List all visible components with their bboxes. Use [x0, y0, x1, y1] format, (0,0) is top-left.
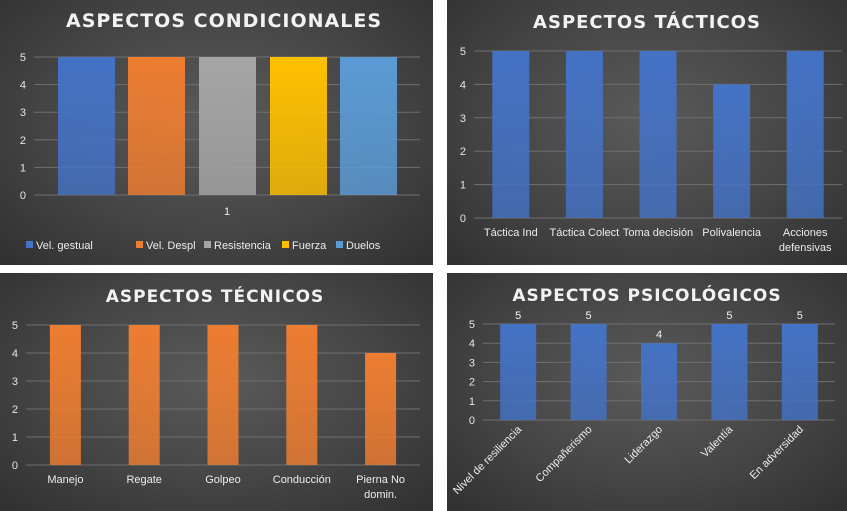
- bar-duelos: [340, 57, 397, 195]
- x-category-label: Pierna No domin.: [356, 474, 405, 501]
- data-label: 5: [586, 310, 592, 322]
- x-category-label: Compañerismo: [533, 424, 594, 485]
- x-category-label: Polivalencia: [702, 227, 762, 239]
- legend-swatch: [282, 241, 289, 248]
- data-label: 5: [726, 310, 732, 322]
- chart-title: ASPECTOS PSICOLÓGICOS: [512, 284, 781, 306]
- y-tick-label: 0: [12, 460, 18, 472]
- legend-label: Vel. Despl: [146, 240, 196, 252]
- y-tick-label: 5: [460, 46, 466, 58]
- x-category-label: Táctica Ind: [484, 227, 538, 239]
- x-category-label: Toma decisión: [623, 227, 693, 239]
- bar: [565, 51, 603, 218]
- legend-label: Vel. gestual: [36, 240, 93, 252]
- y-tick-label: 2: [469, 377, 475, 389]
- y-tick-label: 2: [460, 146, 466, 158]
- bar: [500, 324, 537, 420]
- legend-swatch: [26, 241, 33, 248]
- bar: [781, 324, 818, 420]
- chart-aspectos-condicionales: ASPECTOS CONDICIONALES 0 1 2 3 4 5 1 Vel. gestua…: [0, 0, 433, 265]
- y-tick-label: 1: [460, 180, 466, 192]
- x-category-label: Manejo: [47, 474, 83, 486]
- bar: [641, 343, 677, 420]
- y-tick-label: 4: [460, 79, 466, 91]
- chart-aspectos-tacticos: ASPECTOS TÁCTICOS 0 1 2 3 4 5 Táctica Ind Táctic…: [447, 0, 847, 265]
- y-tick-label: 3: [12, 376, 18, 388]
- y-tick-label: 3: [20, 107, 26, 119]
- y-tick-label: 5: [12, 320, 18, 332]
- y-tick-label: 5: [20, 52, 26, 64]
- y-tick-label: 5: [469, 319, 475, 331]
- legend-swatch: [136, 241, 143, 248]
- x-category-label: 1: [224, 206, 230, 218]
- chart-svg-tacticos: ASPECTOS TÁCTICOS 0 1 2 3 4 5 Táctica Ind Táctic…: [460, 11, 842, 254]
- data-label: 5: [515, 310, 521, 322]
- bar: [570, 324, 607, 420]
- data-label: 5: [797, 310, 803, 322]
- y-tick-label: 3: [460, 113, 466, 125]
- bar: [286, 325, 318, 465]
- legend-swatch: [204, 241, 211, 248]
- y-tick-label: 4: [469, 338, 475, 350]
- x-category-label: Liderazgo: [622, 424, 665, 467]
- bar-vel-despl: [128, 57, 185, 195]
- y-tick-label: 4: [12, 348, 18, 360]
- y-tick-label: 2: [20, 135, 26, 147]
- chart-title: ASPECTOS CONDICIONALES: [66, 10, 382, 32]
- chart-svg-condicionales: ASPECTOS CONDICIONALES 0 1 2 3 4 5 1 Vel. gestua…: [20, 10, 420, 252]
- chart-svg-tecnicos: ASPECTOS TÉCNICOS 0 1 2 3 4 5 Manejo Regate Golpe…: [12, 285, 420, 501]
- bar: [713, 84, 751, 219]
- data-label: 4: [656, 329, 662, 341]
- bar: [128, 325, 160, 465]
- chart-svg-psicologicos: ASPECTOS PSICOLÓGICOS 0 1 2 3 4 5 5 Nivel de res…: [451, 284, 835, 497]
- bar-fuerza: [270, 57, 327, 195]
- bar: [639, 51, 677, 218]
- bar: [49, 325, 81, 465]
- x-category-label: Conducción: [273, 474, 331, 486]
- bar: [492, 51, 530, 218]
- x-category-label: Regate: [126, 474, 161, 486]
- x-category-label: Nivel de resiliencia: [451, 423, 525, 497]
- chart-aspectos-psicologicos: ASPECTOS PSICOLÓGICOS 0 1 2 3 4 5 5 Nivel de res…: [447, 273, 847, 511]
- y-tick-label: 0: [20, 190, 26, 202]
- y-tick-label: 4: [20, 80, 26, 92]
- legend-label: Resistencia: [214, 240, 272, 252]
- y-tick-label: 0: [460, 213, 466, 225]
- bar: [786, 51, 824, 218]
- y-tick-label: 2: [12, 404, 18, 416]
- legend-label: Fuerza: [292, 240, 327, 252]
- bar-resistencia: [199, 57, 256, 195]
- y-tick-label: 3: [469, 357, 475, 369]
- bar-vel-gestual: [58, 57, 115, 195]
- legend-swatch: [336, 241, 343, 248]
- y-tick-label: 1: [469, 396, 475, 408]
- x-category-label: Golpeo: [205, 474, 240, 486]
- x-category-label: Valentía: [699, 423, 736, 460]
- y-tick-label: 1: [20, 162, 26, 174]
- chart-title: ASPECTOS TÉCNICOS: [106, 285, 325, 307]
- y-tick-label: 0: [469, 415, 475, 427]
- x-category-label: Táctica Colect: [550, 227, 620, 239]
- x-category-label: En adversidad: [748, 424, 806, 482]
- chart-title: ASPECTOS TÁCTICOS: [533, 11, 761, 33]
- y-tick-label: 1: [12, 432, 18, 444]
- bar: [365, 353, 397, 465]
- legend-label: Duelos: [346, 240, 381, 252]
- bar: [711, 324, 748, 420]
- bar: [207, 325, 239, 465]
- x-category-label: Acciones defensivas: [779, 227, 832, 254]
- chart-aspectos-tecnicos: ASPECTOS TÉCNICOS 0 1 2 3 4 5 Manejo Regate Golpe…: [0, 273, 433, 511]
